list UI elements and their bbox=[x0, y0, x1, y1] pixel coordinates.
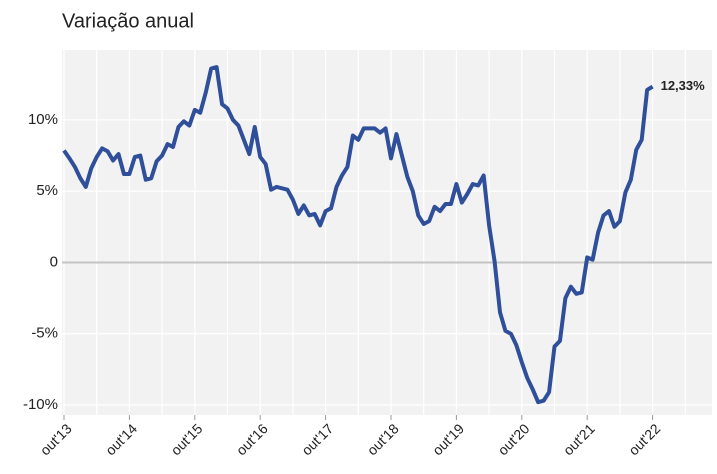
x-tick-label: out'22 bbox=[625, 420, 663, 458]
data-line bbox=[62, 65, 654, 405]
y-tick-label: -5% bbox=[31, 325, 58, 342]
y-tick-label: 0 bbox=[50, 253, 58, 270]
data-label: 12,33% bbox=[661, 78, 706, 93]
y-tick-label: 5% bbox=[36, 182, 58, 199]
x-tick-label: out'18 bbox=[364, 420, 402, 458]
y-tick-label: 10% bbox=[28, 111, 58, 128]
x-tick-label: out'15 bbox=[168, 420, 206, 458]
chart-title: Variação anual bbox=[62, 10, 194, 32]
x-tick-label: out'14 bbox=[102, 420, 140, 458]
x-tick-label: out'16 bbox=[233, 420, 271, 458]
x-tick-label: out'19 bbox=[429, 420, 467, 458]
x-tick-label: out'13 bbox=[37, 420, 75, 458]
x-tick-label: out'21 bbox=[560, 420, 598, 458]
x-tick-label: out'17 bbox=[298, 420, 336, 458]
x-tick-label: out'20 bbox=[495, 420, 533, 458]
y-tick-label: -10% bbox=[23, 396, 58, 413]
plot-area bbox=[62, 50, 712, 415]
